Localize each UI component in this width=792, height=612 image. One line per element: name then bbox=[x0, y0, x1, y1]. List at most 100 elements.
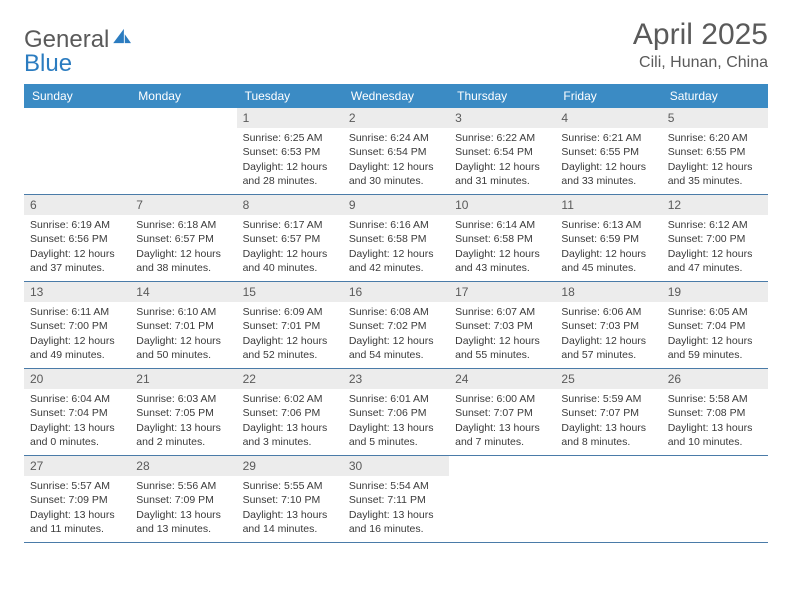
daylight-text-1: Daylight: 12 hours bbox=[30, 247, 124, 261]
sunrise-text: Sunrise: 6:16 AM bbox=[349, 218, 443, 232]
sunrise-text: Sunrise: 6:08 AM bbox=[349, 305, 443, 319]
day-cell-11: 11Sunrise: 6:13 AMSunset: 6:59 PMDayligh… bbox=[555, 195, 661, 281]
week-row: 1Sunrise: 6:25 AMSunset: 6:53 PMDaylight… bbox=[24, 108, 768, 195]
day-number: 24 bbox=[449, 369, 555, 389]
daylight-text-2: and 2 minutes. bbox=[136, 435, 230, 449]
daylight-text-1: Daylight: 12 hours bbox=[561, 247, 655, 261]
daylight-text-2: and 14 minutes. bbox=[243, 522, 337, 536]
day-content: Sunrise: 6:06 AMSunset: 7:03 PMDaylight:… bbox=[555, 302, 661, 368]
day-number: 29 bbox=[237, 456, 343, 476]
sunrise-text: Sunrise: 6:06 AM bbox=[561, 305, 655, 319]
daylight-text-1: Daylight: 13 hours bbox=[30, 421, 124, 435]
daylight-text-2: and 50 minutes. bbox=[136, 348, 230, 362]
daylight-text-2: and 54 minutes. bbox=[349, 348, 443, 362]
sunrise-text: Sunrise: 6:01 AM bbox=[349, 392, 443, 406]
day-number: 10 bbox=[449, 195, 555, 215]
daylight-text-2: and 33 minutes. bbox=[561, 174, 655, 188]
day-cell-9: 9Sunrise: 6:16 AMSunset: 6:58 PMDaylight… bbox=[343, 195, 449, 281]
daylight-text-2: and 55 minutes. bbox=[455, 348, 549, 362]
sunrise-text: Sunrise: 5:59 AM bbox=[561, 392, 655, 406]
sunset-text: Sunset: 7:10 PM bbox=[243, 493, 337, 507]
day-number: 3 bbox=[449, 108, 555, 128]
sunrise-text: Sunrise: 5:54 AM bbox=[349, 479, 443, 493]
daylight-text-1: Daylight: 12 hours bbox=[561, 160, 655, 174]
day-content: Sunrise: 6:13 AMSunset: 6:59 PMDaylight:… bbox=[555, 215, 661, 281]
daylight-text-2: and 40 minutes. bbox=[243, 261, 337, 275]
sunset-text: Sunset: 7:08 PM bbox=[668, 406, 762, 420]
sunset-text: Sunset: 7:06 PM bbox=[243, 406, 337, 420]
sunset-text: Sunset: 7:09 PM bbox=[30, 493, 124, 507]
daylight-text-2: and 45 minutes. bbox=[561, 261, 655, 275]
daylight-text-2: and 47 minutes. bbox=[668, 261, 762, 275]
daylight-text-2: and 43 minutes. bbox=[455, 261, 549, 275]
day-content: Sunrise: 5:58 AMSunset: 7:08 PMDaylight:… bbox=[662, 389, 768, 455]
logo-sail-icon bbox=[113, 28, 133, 49]
sunset-text: Sunset: 7:07 PM bbox=[561, 406, 655, 420]
sunset-text: Sunset: 6:58 PM bbox=[455, 232, 549, 246]
day-header-friday: Friday bbox=[555, 84, 661, 108]
sunset-text: Sunset: 7:11 PM bbox=[349, 493, 443, 507]
daylight-text-2: and 59 minutes. bbox=[668, 348, 762, 362]
day-number: 8 bbox=[237, 195, 343, 215]
day-number: 11 bbox=[555, 195, 661, 215]
day-content: Sunrise: 6:10 AMSunset: 7:01 PMDaylight:… bbox=[130, 302, 236, 368]
day-content: Sunrise: 6:20 AMSunset: 6:55 PMDaylight:… bbox=[662, 128, 768, 194]
day-content: Sunrise: 6:05 AMSunset: 7:04 PMDaylight:… bbox=[662, 302, 768, 368]
sunrise-text: Sunrise: 6:21 AM bbox=[561, 131, 655, 145]
sunset-text: Sunset: 7:00 PM bbox=[30, 319, 124, 333]
day-content: Sunrise: 6:24 AMSunset: 6:54 PMDaylight:… bbox=[343, 128, 449, 194]
week-row: 20Sunrise: 6:04 AMSunset: 7:04 PMDayligh… bbox=[24, 369, 768, 456]
day-cell-23: 23Sunrise: 6:01 AMSunset: 7:06 PMDayligh… bbox=[343, 369, 449, 455]
day-cell-13: 13Sunrise: 6:11 AMSunset: 7:00 PMDayligh… bbox=[24, 282, 130, 368]
day-cell-27: 27Sunrise: 5:57 AMSunset: 7:09 PMDayligh… bbox=[24, 456, 130, 542]
daylight-text-2: and 49 minutes. bbox=[30, 348, 124, 362]
daylight-text-2: and 10 minutes. bbox=[668, 435, 762, 449]
day-cell-28: 28Sunrise: 5:56 AMSunset: 7:09 PMDayligh… bbox=[130, 456, 236, 542]
sunrise-text: Sunrise: 6:12 AM bbox=[668, 218, 762, 232]
sunrise-text: Sunrise: 6:20 AM bbox=[668, 131, 762, 145]
empty-cell bbox=[449, 456, 555, 542]
day-header-sunday: Sunday bbox=[24, 84, 130, 108]
daylight-text-1: Daylight: 12 hours bbox=[349, 334, 443, 348]
daylight-text-1: Daylight: 12 hours bbox=[30, 334, 124, 348]
sunrise-text: Sunrise: 6:00 AM bbox=[455, 392, 549, 406]
day-content: Sunrise: 5:55 AMSunset: 7:10 PMDaylight:… bbox=[237, 476, 343, 542]
daylight-text-2: and 16 minutes. bbox=[349, 522, 443, 536]
sunset-text: Sunset: 6:54 PM bbox=[455, 145, 549, 159]
daylight-text-2: and 3 minutes. bbox=[243, 435, 337, 449]
daylight-text-1: Daylight: 13 hours bbox=[136, 508, 230, 522]
day-content: Sunrise: 5:57 AMSunset: 7:09 PMDaylight:… bbox=[24, 476, 130, 542]
logo: GeneralBlue bbox=[24, 26, 133, 78]
logo-text-blue: Blue bbox=[24, 50, 72, 78]
daylight-text-2: and 52 minutes. bbox=[243, 348, 337, 362]
sunset-text: Sunset: 7:07 PM bbox=[455, 406, 549, 420]
sunrise-text: Sunrise: 6:03 AM bbox=[136, 392, 230, 406]
sunrise-text: Sunrise: 6:09 AM bbox=[243, 305, 337, 319]
day-number: 16 bbox=[343, 282, 449, 302]
day-content: Sunrise: 6:01 AMSunset: 7:06 PMDaylight:… bbox=[343, 389, 449, 455]
sunrise-text: Sunrise: 6:19 AM bbox=[30, 218, 124, 232]
day-cell-26: 26Sunrise: 5:58 AMSunset: 7:08 PMDayligh… bbox=[662, 369, 768, 455]
day-cell-18: 18Sunrise: 6:06 AMSunset: 7:03 PMDayligh… bbox=[555, 282, 661, 368]
empty-cell bbox=[555, 456, 661, 542]
day-cell-10: 10Sunrise: 6:14 AMSunset: 6:58 PMDayligh… bbox=[449, 195, 555, 281]
daylight-text-1: Daylight: 12 hours bbox=[455, 334, 549, 348]
day-cell-20: 20Sunrise: 6:04 AMSunset: 7:04 PMDayligh… bbox=[24, 369, 130, 455]
sunrise-text: Sunrise: 6:13 AM bbox=[561, 218, 655, 232]
day-cell-1: 1Sunrise: 6:25 AMSunset: 6:53 PMDaylight… bbox=[237, 108, 343, 194]
sunset-text: Sunset: 7:00 PM bbox=[668, 232, 762, 246]
day-content: Sunrise: 5:54 AMSunset: 7:11 PMDaylight:… bbox=[343, 476, 449, 542]
sunrise-text: Sunrise: 6:22 AM bbox=[455, 131, 549, 145]
daylight-text-2: and 5 minutes. bbox=[349, 435, 443, 449]
sunrise-text: Sunrise: 6:02 AM bbox=[243, 392, 337, 406]
sunrise-text: Sunrise: 6:18 AM bbox=[136, 218, 230, 232]
sunrise-text: Sunrise: 6:04 AM bbox=[30, 392, 124, 406]
sunset-text: Sunset: 6:57 PM bbox=[136, 232, 230, 246]
daylight-text-2: and 35 minutes. bbox=[668, 174, 762, 188]
sunset-text: Sunset: 6:55 PM bbox=[561, 145, 655, 159]
daylight-text-2: and 37 minutes. bbox=[30, 261, 124, 275]
day-cell-4: 4Sunrise: 6:21 AMSunset: 6:55 PMDaylight… bbox=[555, 108, 661, 194]
daylight-text-2: and 7 minutes. bbox=[455, 435, 549, 449]
sunset-text: Sunset: 7:06 PM bbox=[349, 406, 443, 420]
day-cell-30: 30Sunrise: 5:54 AMSunset: 7:11 PMDayligh… bbox=[343, 456, 449, 542]
